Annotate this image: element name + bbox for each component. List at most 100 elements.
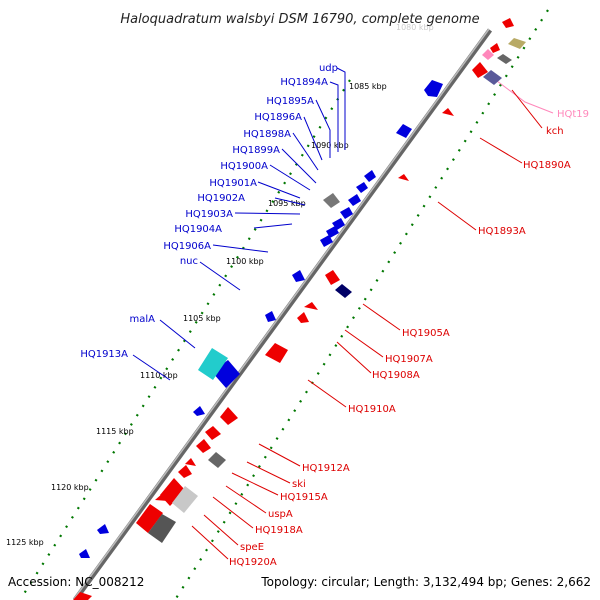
gene-arrow (356, 182, 368, 193)
gene-arrow (155, 493, 168, 501)
gene-arrow (326, 226, 339, 238)
leader-line (303, 116, 323, 161)
gene-arrow (396, 124, 412, 138)
gene-olive (508, 38, 526, 49)
gene-label: uspA (268, 509, 293, 520)
scale-label: 1085 kbp (349, 82, 387, 91)
gene-arrow (304, 302, 318, 310)
left-gene-labels: udp HQ1894A HQ1895A HQ1896A HQ1898A HQ18… (80, 63, 338, 360)
gene-label: HQt19 (557, 109, 589, 120)
gene-label: HQ1899A (232, 145, 280, 156)
reverse-strand-genes (73, 18, 514, 600)
gene-arrow (193, 406, 205, 416)
genome-backbone (72, 28, 493, 600)
leader-line (269, 164, 311, 191)
leader-line (246, 461, 291, 484)
gene-label: HQ1890A (523, 160, 571, 171)
gene-label: HQ1908A (372, 370, 420, 381)
scale-label: 1095 kbp (268, 199, 306, 208)
gene-label: HQ1910A (348, 404, 396, 415)
leader-line (281, 148, 317, 184)
scale-label: 1100 kbp (226, 257, 264, 266)
gene-label: HQ1898A (243, 129, 291, 140)
genome-summary-text: Topology: circular; Length: 3,132,494 bp… (260, 575, 591, 589)
leader-line (225, 485, 267, 514)
gene-label: HQ1903A (185, 209, 233, 220)
gene-arrow (490, 43, 500, 53)
gene-arrow (424, 80, 443, 97)
gene-arrow (320, 235, 333, 247)
leader-line (234, 212, 301, 215)
leader-line (212, 244, 269, 253)
gene-arrow (340, 207, 353, 219)
gene-label: HQ1918A (255, 525, 303, 536)
leader-line (257, 181, 301, 199)
gene-arrow (502, 18, 514, 28)
gene-arrow (196, 439, 211, 453)
gene-arrow (265, 343, 288, 363)
gene-label: HQ1896A (254, 112, 302, 123)
scale-label: 1115 kbp (96, 427, 134, 436)
leader-line (336, 67, 346, 150)
leader-line (292, 132, 319, 171)
gene-label: speE (240, 542, 264, 553)
scale-label: 1105 kbp (183, 314, 221, 323)
leader-line (253, 223, 293, 229)
gene-arrow (178, 465, 192, 478)
gene-darkgray (148, 514, 176, 543)
leader-line (212, 496, 254, 529)
gene-arrow (292, 270, 305, 282)
leader-line (511, 89, 543, 129)
gene-label: HQ1912A (302, 463, 350, 474)
leader-line (344, 329, 384, 358)
scale-label: 1120 kbp (51, 483, 89, 492)
gene-slate (483, 70, 502, 85)
gene-arrow (220, 407, 238, 425)
scale-label: 1080 kbp (396, 23, 434, 32)
map-title: Haloquadratum walsbyi DSM 16790, complet… (120, 12, 479, 27)
gene-arrow (79, 549, 90, 558)
gene-label: HQ1920A (229, 557, 277, 568)
leader-line (191, 525, 229, 560)
gene-label: udp (319, 63, 338, 74)
gene-lightgray (172, 486, 198, 513)
gene-label: malA (130, 314, 156, 325)
gene-arrow (348, 194, 361, 206)
gene-label: HQ1905A (402, 328, 450, 339)
gene-arrow (97, 524, 109, 534)
gene-arrow (442, 108, 454, 116)
gene-arrow (205, 426, 221, 440)
gene-arrow (265, 311, 276, 322)
gene-label: nuc (180, 256, 198, 267)
gene-label: ski (292, 479, 306, 490)
accession-text: Accession: NC_008212 (8, 575, 144, 589)
left-leader-lines (132, 67, 346, 381)
gene-label: HQ1913A (80, 349, 128, 360)
leader-line (492, 77, 554, 114)
gene-label: HQ1901A (209, 178, 257, 189)
gene-label: HQ1907A (385, 354, 433, 365)
leader-line (329, 81, 339, 152)
gene-trna (482, 49, 494, 60)
scale-label: 1125 kbp (6, 538, 44, 547)
leader-line (231, 472, 279, 496)
gene-label: kch (546, 126, 564, 137)
gene-label: HQ1902A (197, 193, 245, 204)
gene-dark (335, 284, 352, 298)
leader-line (159, 319, 196, 349)
gene-arrow (472, 62, 488, 78)
gene-arrow (398, 174, 409, 181)
leader-line (258, 443, 301, 467)
gene-gray (497, 54, 512, 64)
leader-line (437, 201, 477, 231)
right-leader-lines (191, 77, 554, 560)
gene-label: HQ1900A (220, 161, 268, 172)
genome-backbone-highlight (73, 28, 490, 600)
gene-arrow (73, 592, 92, 600)
gene-label: HQ1895A (266, 96, 314, 107)
gene-arrow (325, 270, 340, 285)
leader-line (203, 514, 239, 546)
leader-line (132, 354, 171, 381)
